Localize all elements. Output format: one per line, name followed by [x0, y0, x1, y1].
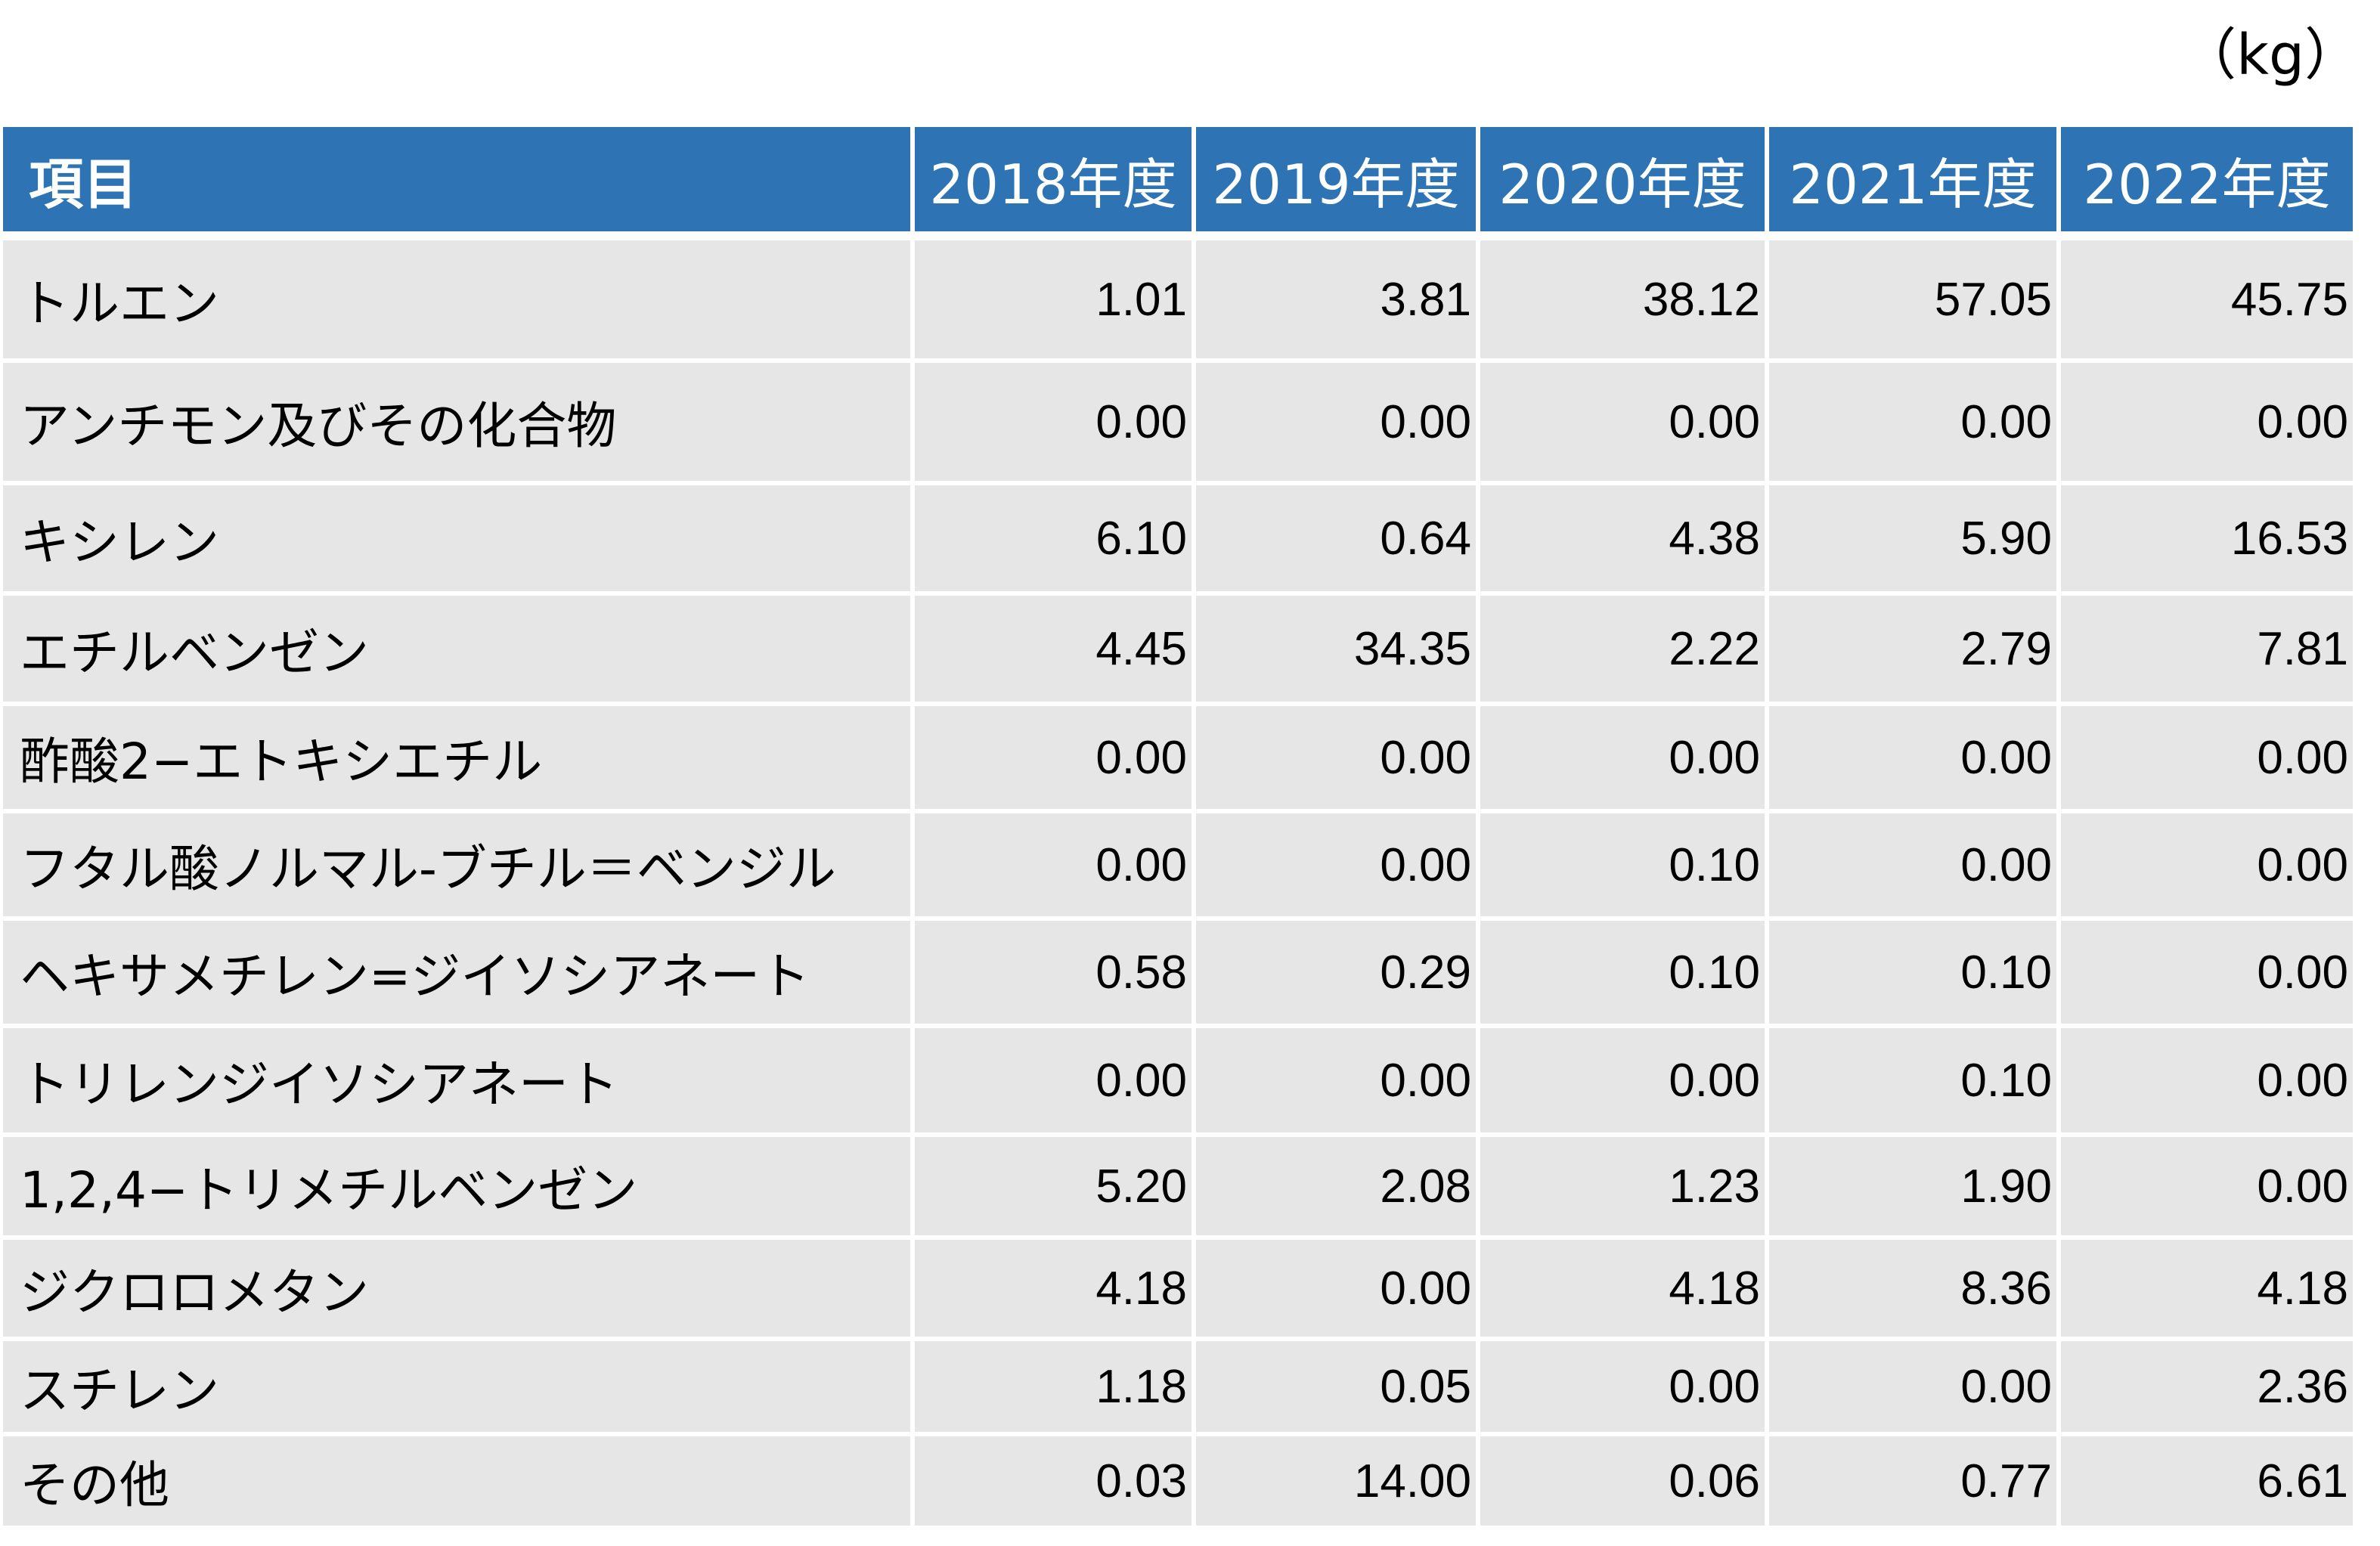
cell-value: 0.10	[1769, 921, 2061, 1028]
table-row: その他 0.03 14.00 0.06 0.77 6.61	[3, 1436, 2353, 1530]
row-name: トリレンジイソシアネート	[3, 1028, 915, 1137]
row-name: トルエン	[3, 240, 915, 363]
cell-value: 38.12	[1480, 240, 1769, 363]
cell-value: 0.00	[1480, 706, 1769, 813]
cell-value: 0.00	[2061, 363, 2353, 485]
row-name: エチルベンゼン	[3, 596, 915, 706]
cell-value: 2.36	[2061, 1341, 2353, 1436]
cell-value: 0.00	[915, 813, 1196, 921]
table-row: フタル酸ノルマル-ブチル＝ベンジル 0.00 0.00 0.10 0.00 0.…	[3, 813, 2353, 921]
table-row: アンチモン及びその化合物 0.00 0.00 0.00 0.00 0.00	[3, 363, 2353, 485]
cell-value: 0.58	[915, 921, 1196, 1028]
cell-value: 4.18	[1480, 1240, 1769, 1341]
row-name: フタル酸ノルマル-ブチル＝ベンジル	[3, 813, 915, 921]
release-amount-table: 項目 2018年度 2019年度 2020年度 2021年度 2022年度 トル…	[3, 127, 2353, 1530]
cell-value: 1.01	[915, 240, 1196, 363]
row-name: アンチモン及びその化合物	[3, 363, 915, 485]
cell-value: 0.10	[1480, 921, 1769, 1028]
cell-value: 0.00	[1196, 363, 1480, 485]
cell-value: 0.00	[1480, 1028, 1769, 1137]
cell-value: 0.00	[1196, 1028, 1480, 1137]
cell-value: 4.18	[2061, 1240, 2353, 1341]
cell-value: 0.77	[1769, 1436, 2061, 1530]
cell-value: 4.38	[1480, 485, 1769, 596]
header-2019: 2019年度	[1196, 127, 1480, 240]
unit-label: （kg）	[2180, 23, 2360, 88]
cell-value: 2.08	[1196, 1137, 1480, 1240]
cell-value: 5.20	[915, 1137, 1196, 1240]
cell-value: 1.90	[1769, 1137, 2061, 1240]
cell-value: 45.75	[2061, 240, 2353, 363]
cell-value: 0.29	[1196, 921, 1480, 1028]
cell-value: 4.18	[915, 1240, 1196, 1341]
cell-value: 6.61	[2061, 1436, 2353, 1530]
table-row: ヘキサメチレン=ジイソシアネート 0.58 0.29 0.10 0.10 0.0…	[3, 921, 2353, 1028]
cell-value: 7.81	[2061, 596, 2353, 706]
cell-value: 0.00	[1769, 813, 2061, 921]
cell-value: 57.05	[1769, 240, 2061, 363]
cell-value: 3.81	[1196, 240, 1480, 363]
cell-value: 0.10	[1480, 813, 1769, 921]
row-name: 酢酸2−エトキシエチル	[3, 706, 915, 813]
table-row: トルエン 1.01 3.81 38.12 57.05 45.75	[3, 240, 2353, 363]
row-name: スチレン	[3, 1341, 915, 1436]
cell-value: 0.00	[1480, 1341, 1769, 1436]
row-name: ジクロロメタン	[3, 1240, 915, 1341]
header-2021: 2021年度	[1769, 127, 2061, 240]
cell-value: 1.23	[1480, 1137, 1769, 1240]
header-2020: 2020年度	[1480, 127, 1769, 240]
cell-value: 0.64	[1196, 485, 1480, 596]
cell-value: 0.00	[1196, 813, 1480, 921]
cell-value: 0.05	[1196, 1341, 1480, 1436]
cell-value: 5.90	[1769, 485, 2061, 596]
table-row: スチレン 1.18 0.05 0.00 0.00 2.36	[3, 1341, 2353, 1436]
cell-value: 0.00	[2061, 706, 2353, 813]
cell-value: 2.79	[1769, 596, 2061, 706]
row-name: ヘキサメチレン=ジイソシアネート	[3, 921, 915, 1028]
cell-value: 0.00	[1480, 363, 1769, 485]
cell-value: 2.22	[1480, 596, 1769, 706]
cell-value: 0.00	[1196, 1240, 1480, 1341]
cell-value: 0.00	[915, 1028, 1196, 1137]
cell-value: 4.45	[915, 596, 1196, 706]
cell-value: 14.00	[1196, 1436, 1480, 1530]
cell-value: 0.00	[2061, 1137, 2353, 1240]
cell-value: 1.18	[915, 1341, 1196, 1436]
table-row: キシレン 6.10 0.64 4.38 5.90 16.53	[3, 485, 2353, 596]
cell-value: 8.36	[1769, 1240, 2061, 1341]
cell-value: 0.00	[2061, 813, 2353, 921]
cell-value: 0.10	[1769, 1028, 2061, 1137]
cell-value: 6.10	[915, 485, 1196, 596]
cell-value: 0.00	[2061, 921, 2353, 1028]
cell-value: 34.35	[1196, 596, 1480, 706]
row-name: その他	[3, 1436, 915, 1530]
row-name: 1,2,4−トリメチルベンゼン	[3, 1137, 915, 1240]
cell-value: 0.03	[915, 1436, 1196, 1530]
cell-value: 0.00	[1196, 706, 1480, 813]
cell-value: 0.00	[1769, 363, 2061, 485]
cell-value: 0.00	[915, 706, 1196, 813]
cell-value: 0.00	[1769, 1341, 2061, 1436]
cell-value: 16.53	[2061, 485, 2353, 596]
header-row: 項目 2018年度 2019年度 2020年度 2021年度 2022年度	[3, 127, 2353, 240]
cell-value: 0.00	[915, 363, 1196, 485]
table-row: 酢酸2−エトキシエチル 0.00 0.00 0.00 0.00 0.00	[3, 706, 2353, 813]
row-name: キシレン	[3, 485, 915, 596]
cell-value: 0.00	[2061, 1028, 2353, 1137]
table-row: エチルベンゼン 4.45 34.35 2.22 2.79 7.81	[3, 596, 2353, 706]
cell-value: 0.06	[1480, 1436, 1769, 1530]
header-item: 項目	[3, 127, 915, 240]
header-2022: 2022年度	[2061, 127, 2353, 240]
cell-value: 0.00	[1769, 706, 2061, 813]
table-row: ジクロロメタン 4.18 0.00 4.18 8.36 4.18	[3, 1240, 2353, 1341]
table-row: 1,2,4−トリメチルベンゼン 5.20 2.08 1.23 1.90 0.00	[3, 1137, 2353, 1240]
header-2018: 2018年度	[915, 127, 1196, 240]
table-row: トリレンジイソシアネート 0.00 0.00 0.00 0.10 0.00	[3, 1028, 2353, 1137]
